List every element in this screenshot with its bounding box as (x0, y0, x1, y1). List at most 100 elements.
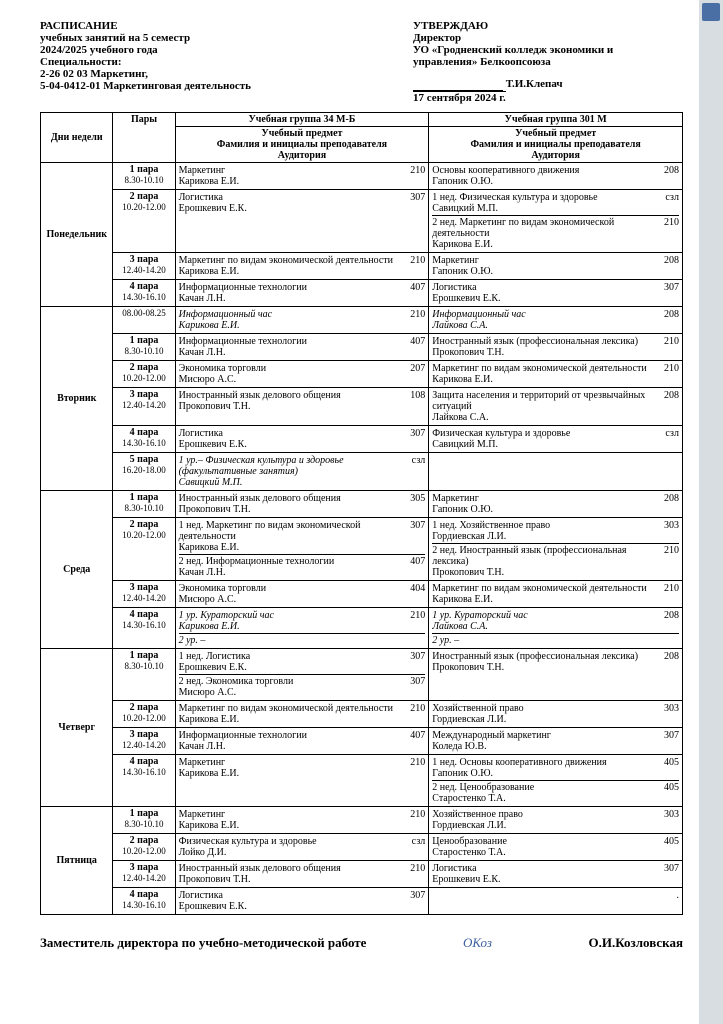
group1-cell: Маркетинг Карикова Е.И. 210 (175, 755, 429, 807)
entry: Информационные технологии Качан Л.Н. 407 (179, 281, 426, 305)
table-row: 1 пара 8.30-10.10 Информационные техноло… (41, 334, 683, 361)
subject: Маркетинг (179, 165, 398, 176)
teacher: Карикова Е.И. (179, 176, 398, 187)
table-row: 2 пара 10.20-12.00 Логистика Ерошкевич Е… (41, 190, 683, 253)
room: 407 (397, 282, 425, 304)
subject: 1 нед. Хозяйственное право (432, 520, 651, 531)
subject: Логистика (432, 863, 651, 874)
table-head: Дни недели Пары Учебная группа 34 М-Б Уч… (41, 113, 683, 163)
entry: Экономика торговли Мисюро А.С. 404 (179, 582, 426, 606)
subject: Защита населения и территорий от чрезвыч… (432, 390, 651, 412)
subject: Иностранный язык делового общения (179, 863, 398, 874)
subject: 1 нед. Маркетинг по видам экономической … (179, 520, 398, 542)
group1-cell: Экономика торговли Мисюро А.С. 404 (175, 581, 429, 608)
group1-cell: Маркетинг по видам экономической деятель… (175, 253, 429, 280)
room: 210 (651, 217, 679, 250)
table-row: Среда 1 пара 8.30-10.10 Иностранный язык… (41, 491, 683, 518)
subject: Маркетинг по видам экономической деятель… (179, 703, 398, 714)
pair-cell: 1 пара 8.30-10.10 (113, 491, 175, 518)
group2-cell: 1 нед. Основы кооперативного движения Га… (429, 755, 683, 807)
group2-cell: Хозяйственное право Гордиевская Л.И. 303 (429, 807, 683, 834)
pair-cell: 2 пара 10.20-12.00 (113, 701, 175, 728)
room: сзл (397, 836, 425, 858)
teacher: Гапоник О.Ю. (432, 504, 651, 515)
room: 307 (397, 520, 425, 553)
pair-cell: 1 пара 8.30-10.10 (113, 334, 175, 361)
org1: УО «Гродненский колледж экономики и (413, 44, 683, 56)
subject: Информационные технологии (179, 336, 398, 347)
group2-cell: 1 нед. Хозяйственное право Гордиевская Л… (429, 518, 683, 581)
subject: Маркетинг по видам экономической деятель… (179, 255, 398, 266)
table-row: 2 пара 10.20-12.00 Экономика торговли Ми… (41, 361, 683, 388)
subject: Маркетинг по видам экономической деятель… (432, 363, 651, 374)
group1-cell: 1 ур. Кураторский час Карикова Е.И. 210 … (175, 608, 429, 649)
group1-cell: Информационные технологии Качан Л.Н. 407 (175, 280, 429, 307)
sig-blank (413, 78, 503, 91)
room: 108 (397, 390, 425, 412)
group1-cell: Маркетинг по видам экономической деятель… (175, 701, 429, 728)
pair-cell: 4 пара 14.30-16.10 (113, 755, 175, 807)
entry: 2 нед. Иностранный язык (профессиональна… (432, 544, 679, 579)
footer-role: Заместитель директора по учебно-методиче… (40, 935, 366, 951)
entry: Хозяйственной право Гордиевская Л.И. 303 (432, 702, 679, 726)
room: 210 (397, 309, 425, 331)
table-row: 4 пара 14.30-16.10 1 ур. Кураторский час… (41, 608, 683, 649)
group2-cell: Логистика Ерошкевич Е.К. 307 (429, 861, 683, 888)
pair-cell: 2 пара 10.20-12.00 (113, 518, 175, 581)
teacher: Лайкова С.А. (432, 412, 651, 423)
teacher: Прокопович Т.Н. (432, 567, 651, 578)
teacher: Карикова Е.И. (179, 768, 398, 779)
room (397, 635, 425, 646)
room: 210 (397, 809, 425, 831)
room: 407 (397, 336, 425, 358)
entry: Маркетинг Гапоник О.Ю. 208 (432, 254, 679, 278)
teacher: Ерошкевич Е.К. (179, 662, 398, 673)
group2-cell: Иностранный язык (профессиональная лекси… (429, 334, 683, 361)
teacher: Карикова Е.И. (179, 266, 398, 277)
table-row: 4 пара 14.30-16.10 Информационные технол… (41, 280, 683, 307)
subject: Экономика торговли (179, 583, 398, 594)
group1-cell: Информационный час Карикова Е.И. 210 (175, 307, 429, 334)
table-row: 2 пара 10.20-12.00 Физическая культура и… (41, 834, 683, 861)
room: 407 (397, 730, 425, 752)
subject: Экономика торговли (179, 363, 398, 374)
entry: Физическая культура и здоровье Савицкий … (432, 427, 679, 451)
room: 208 (651, 610, 679, 632)
entry: Хозяйственное право Гордиевская Л.И. 303 (432, 808, 679, 832)
room: 207 (397, 363, 425, 385)
table-row: 4 пара 14.30-16.10 Логистика Ерошкевич Е… (41, 426, 683, 453)
room: 405 (651, 836, 679, 858)
table-row: 3 пара 12.40-14.20 Иностранный язык дело… (41, 861, 683, 888)
group2-cell: 1 ур. Кураторский час Лайкова С.А. 208 2… (429, 608, 683, 649)
room: 307 (397, 428, 425, 450)
group2-cell: . (429, 888, 683, 915)
pair-cell: 3 пара 12.40-14.20 (113, 728, 175, 755)
subject: 2 ур. – (432, 635, 651, 646)
pair-cell: 1 пара 8.30-10.10 (113, 163, 175, 190)
teacher: Лойко Д.И. (179, 847, 398, 858)
room: 305 (397, 493, 425, 515)
teacher: Ерошкевич Е.К. (432, 293, 651, 304)
entry: 2 нед. Экономика торговли Мисюро А.С. 30… (179, 675, 426, 699)
pair-cell: 3 пара 12.40-14.20 (113, 388, 175, 426)
entry: Иностранный язык делового общения Прокоп… (179, 389, 426, 413)
corner-badge-icon (702, 3, 720, 21)
teacher: Качан Л.Н. (179, 567, 398, 578)
subject: 1 нед. Физическая культура и здоровье (432, 192, 651, 203)
teacher: Гапоник О.Ю. (432, 176, 651, 187)
subject: Маркетинг (432, 493, 651, 504)
subject: Иностранный язык делового общения (179, 493, 398, 504)
hl5: 5-04-0412-01 Маркетинговая деятельность (40, 80, 394, 92)
pair-cell: 1 пара 8.30-10.10 (113, 649, 175, 701)
th-group2: Учебная группа 301 М (429, 113, 683, 127)
room (651, 635, 679, 646)
table-row: 4 пара 14.30-16.10 Маркетинг Карикова Е.… (41, 755, 683, 807)
approver-name: Т.И.Клепач (506, 78, 563, 90)
subject: 2 нед. Ценообразование (432, 782, 651, 793)
entry: 1 нед. Физическая культура и здоровье Са… (432, 191, 679, 216)
subject: 1 ур.– Физическая культура и здоровье (ф… (179, 455, 398, 477)
header-right: УТВЕРЖДАЮ Директор УО «Гродненский колле… (413, 20, 683, 104)
subject: 2 нед. Маркетинг по видам экономической … (432, 217, 651, 239)
pair-cell: 2 пара 10.20-12.00 (113, 361, 175, 388)
approve: УТВЕРЖДАЮ (413, 20, 683, 32)
